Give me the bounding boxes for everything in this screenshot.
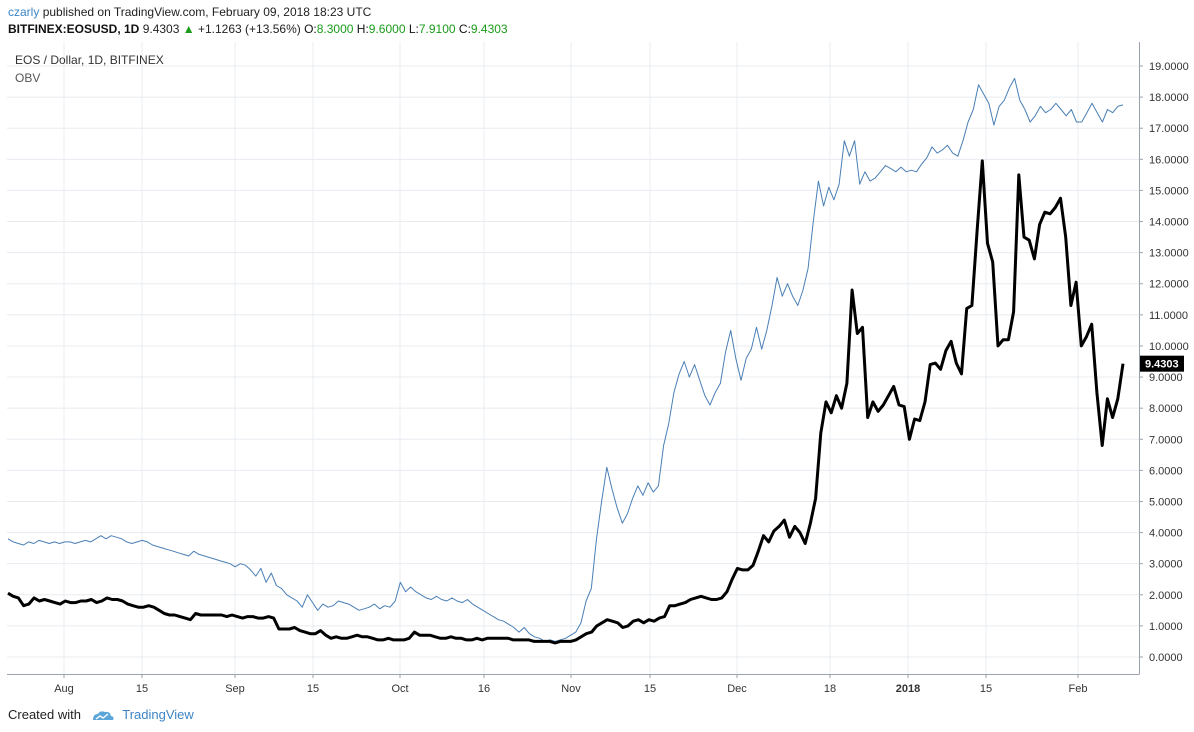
y-tick-label: 4.0000 bbox=[1149, 528, 1183, 540]
x-tick-label: 15 bbox=[136, 683, 148, 695]
y-tick-label: 0.0000 bbox=[1149, 652, 1183, 664]
y-tick-label: 14.0000 bbox=[1149, 217, 1189, 229]
x-tick-label: 16 bbox=[478, 683, 490, 695]
low-value: 7.9100 bbox=[418, 22, 456, 36]
y-tick-label: 17.0000 bbox=[1149, 123, 1189, 135]
last-price-badge-text: 9.4303 bbox=[1145, 359, 1179, 371]
x-tick-label: 18 bbox=[824, 683, 836, 695]
price-line bbox=[7, 159, 1125, 645]
y-tick-label: 11.0000 bbox=[1149, 310, 1188, 322]
x-tick-label: 15 bbox=[980, 683, 992, 695]
close-label: C: bbox=[458, 22, 471, 36]
y-tick-label: 7.0000 bbox=[1149, 434, 1183, 446]
open-label: O: bbox=[304, 22, 317, 36]
y-tick-label: 18.0000 bbox=[1149, 92, 1189, 104]
footer: Created with TradingView bbox=[8, 706, 194, 724]
grid bbox=[7, 42, 1139, 674]
obv-line bbox=[7, 77, 1124, 642]
y-tick-label: 6.0000 bbox=[1149, 465, 1183, 477]
chart-title: EOS / Dollar, 1D, BITFINEX bbox=[15, 53, 164, 67]
x-tick-label: Dec bbox=[727, 683, 747, 695]
y-tick-label: 1.0000 bbox=[1149, 621, 1183, 633]
y-tick-label: 5.0000 bbox=[1149, 496, 1183, 508]
high-value: 9.6000 bbox=[368, 22, 406, 36]
y-tick-label: 16.0000 bbox=[1149, 154, 1189, 166]
indicator-label: OBV bbox=[15, 71, 40, 85]
publication-line: czarly published on TradingView.com, Feb… bbox=[8, 4, 371, 20]
last-price: 9.4303 bbox=[142, 22, 180, 36]
symbol-label: BITFINEX:EOSUSD, 1D bbox=[8, 22, 140, 36]
y-tick-label: 3.0000 bbox=[1149, 559, 1183, 571]
created-with-text: Created with bbox=[8, 707, 81, 722]
y-tick-label: 2.0000 bbox=[1149, 590, 1183, 602]
y-tick-label: 13.0000 bbox=[1149, 248, 1189, 260]
y-tick-label: 9.0000 bbox=[1149, 372, 1183, 384]
y-tick-label: 12.0000 bbox=[1149, 279, 1189, 291]
low-label: L: bbox=[408, 22, 419, 36]
x-tick-label: Feb bbox=[1069, 683, 1088, 695]
price-change: +1.1263 (+13.56%) bbox=[197, 22, 301, 36]
y-tick-label: 10.0000 bbox=[1149, 341, 1189, 353]
x-tick-label: 15 bbox=[644, 683, 656, 695]
ohlc-line: BITFINEX:EOSUSD, 1D 9.4303 ▲ +1.1263 (+1… bbox=[8, 21, 508, 37]
price-chart[interactable]: 0.0000 1.0000 2.0000 3.0000 4.0000 5.0000 6.00… bbox=[7, 42, 1194, 700]
published-text: published on TradingView.com, February 0… bbox=[42, 5, 372, 19]
x-tick-label: Oct bbox=[391, 683, 408, 695]
author-name[interactable]: czarly bbox=[8, 5, 40, 19]
open-value: 8.3000 bbox=[316, 22, 354, 36]
high-label: H: bbox=[356, 22, 369, 36]
x-tick-label: Sep bbox=[225, 683, 245, 695]
price-axis[interactable]: 0.0000 1.0000 2.0000 3.0000 4.0000 5.0000 6.00… bbox=[1139, 61, 1189, 664]
y-tick-label: 19.0000 bbox=[1149, 61, 1189, 73]
x-tick-label: Nov bbox=[561, 683, 581, 695]
up-arrow-icon: ▲ bbox=[182, 22, 195, 36]
x-tick-label: 15 bbox=[307, 683, 319, 695]
y-tick-label: 15.0000 bbox=[1149, 185, 1189, 197]
y-tick-label: 8.0000 bbox=[1149, 403, 1183, 415]
last-price-badge: 9.4303 bbox=[1140, 355, 1184, 372]
x-tick-label: 2018 bbox=[896, 683, 920, 695]
chart-area[interactable]: 0.0000 1.0000 2.0000 3.0000 4.0000 5.0000 6.00… bbox=[7, 42, 1194, 700]
close-value: 9.4303 bbox=[470, 22, 508, 36]
x-tick-label: Aug bbox=[54, 683, 74, 695]
tradingview-brand-link[interactable]: TradingView bbox=[122, 707, 194, 722]
last-price-badge-box bbox=[1140, 355, 1184, 372]
time-axis[interactable]: Aug 15 Sep 15 Oct 16 Nov 15 Dec 18 2018 15 Feb bbox=[54, 674, 1087, 695]
tradingview-logo-icon[interactable] bbox=[91, 710, 115, 722]
